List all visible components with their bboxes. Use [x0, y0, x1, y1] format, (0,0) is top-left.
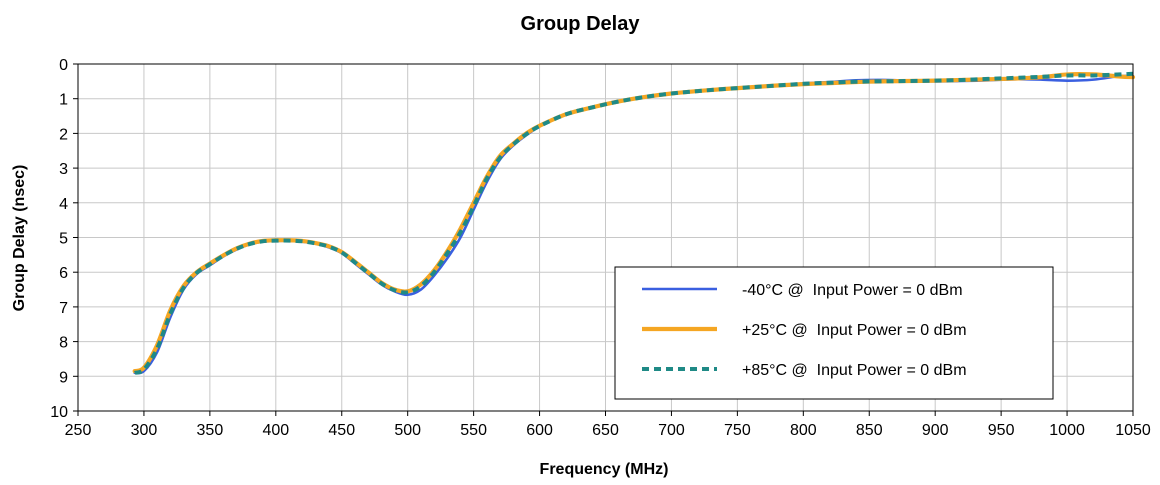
- chart-title: Group Delay: [521, 13, 641, 35]
- x-tick-label: 650: [592, 422, 619, 439]
- x-tick-label: 750: [724, 422, 751, 439]
- y-tick-label: 4: [59, 196, 68, 213]
- legend-label-2: +25°C @ Input Power = 0 dBm: [742, 322, 967, 339]
- x-tick-label: 350: [197, 422, 224, 439]
- plot-lines: [132, 71, 1136, 375]
- x-tick-label: 900: [922, 422, 949, 439]
- series-line-3: [134, 71, 1134, 375]
- x-tick-label: 700: [658, 422, 685, 439]
- x-tick-label: 800: [790, 422, 817, 439]
- x-tick-label: 300: [131, 422, 158, 439]
- y-axis-label: Group Delay (nsec): [11, 165, 28, 312]
- x-tick-label: 1000: [1049, 422, 1085, 439]
- y-tick-label: 7: [59, 300, 68, 317]
- legend: -40°C @ Input Power = 0 dBm +25°C @ Input…: [614, 266, 1054, 400]
- y-tick-label: 8: [59, 335, 68, 352]
- x-axis-ticks: 250 300 350 400 450 500 550 600 650 700 750 800 850 9…: [65, 411, 1151, 439]
- x-tick-label: 250: [65, 422, 92, 439]
- y-tick-label: 2: [59, 126, 68, 143]
- x-tick-label: 850: [856, 422, 883, 439]
- y-tick-label: 9: [59, 369, 68, 386]
- x-axis-label: Frequency (MHz): [540, 461, 669, 478]
- x-tick-label: 600: [526, 422, 553, 439]
- x-tick-label: 500: [394, 422, 421, 439]
- y-tick-label: 5: [59, 231, 68, 248]
- y-tick-label: 10: [50, 404, 68, 421]
- y-tick-label: 3: [59, 161, 68, 178]
- y-axis-ticks: 0 1 2 3 4 5 6 7 8 9 10: [50, 57, 78, 421]
- legend-label-1: -40°C @ Input Power = 0 dBm: [742, 282, 963, 299]
- x-tick-label: 1050: [1115, 422, 1151, 439]
- y-tick-label: 0: [59, 57, 68, 74]
- y-tick-label: 6: [59, 265, 68, 282]
- x-tick-label: 550: [460, 422, 487, 439]
- x-tick-label: 400: [262, 422, 289, 439]
- x-tick-label: 950: [988, 422, 1015, 439]
- x-tick-label: 450: [328, 422, 355, 439]
- y-tick-label: 1: [59, 92, 68, 109]
- legend-label-3: +85°C @ Input Power = 0 dBm: [742, 362, 967, 379]
